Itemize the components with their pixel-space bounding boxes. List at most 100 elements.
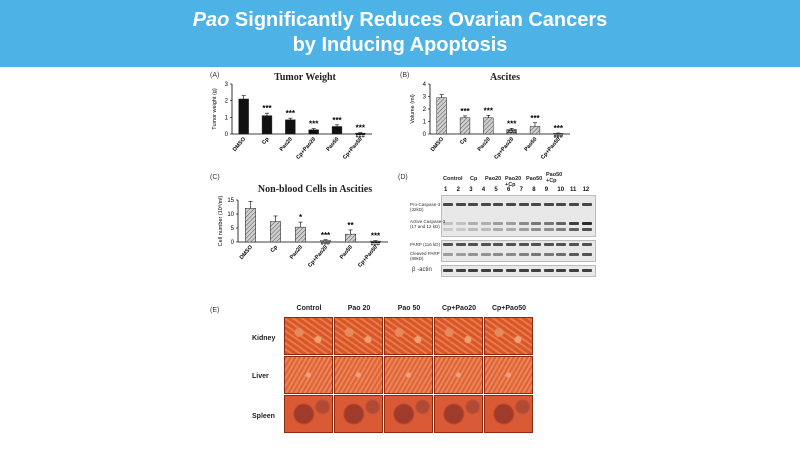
- active-caspase-band-low: [493, 228, 504, 231]
- lane-number: 8: [532, 187, 536, 193]
- lane-number: 2: [456, 187, 460, 193]
- lane-number: 12: [582, 187, 590, 193]
- significance-label: ***: [321, 231, 331, 240]
- y-tick-label: 3: [423, 95, 427, 101]
- bar-Pao20: [483, 117, 494, 135]
- active-caspase-band: [468, 222, 479, 225]
- actin-band: [493, 269, 504, 272]
- bar-Cp: [261, 115, 273, 135]
- active-caspase-band-low: [468, 228, 479, 231]
- pro-caspase-band: [455, 203, 466, 206]
- active-caspase-band-low: [581, 228, 592, 231]
- lane-number: 7: [519, 187, 523, 193]
- blot-group-pao50-cp: Pao50 +Cp: [546, 172, 563, 184]
- cleaved-parp-band: [480, 253, 491, 256]
- tissue-image-liver: [384, 356, 433, 394]
- parp-band: [531, 243, 542, 246]
- hist-col-pao50: Pao 50: [397, 305, 421, 312]
- bar-DMSO: [245, 208, 256, 243]
- parp-band: [543, 243, 554, 246]
- category-label: DMSO: [232, 136, 248, 153]
- active-caspase-label: Active Caspase-3 (17 and 12 kD): [410, 219, 446, 229]
- active-caspase-band-low: [556, 228, 567, 231]
- tissue-image-spleen: [284, 395, 333, 433]
- y-axis-label: Volume (ml): [410, 94, 416, 124]
- active-caspase-band-low: [518, 228, 529, 231]
- panel-a: (A) Tumor Weight 0 1 2 3 Tumor weight (g) DMS…: [210, 70, 380, 170]
- significance-label: ###: [507, 129, 516, 135]
- cleaved-parp-band: [581, 253, 592, 256]
- significance-label: ***: [460, 107, 470, 116]
- panel-d-western-blot: (D) Control Cp Pao20 Pao20 +Cp Pao50 Pao…: [398, 172, 598, 284]
- panel-label: (A): [210, 72, 220, 79]
- parp-band: [468, 243, 479, 246]
- tissue-image-liver: [434, 356, 483, 394]
- active-caspase-band: [455, 222, 466, 225]
- y-tick-label: 10: [227, 212, 234, 218]
- category-label: Cp+Pao50: [342, 136, 364, 160]
- lane-number: 3: [469, 187, 473, 193]
- tissue-image-spleen: [434, 395, 483, 433]
- significance-label: ***: [262, 104, 272, 113]
- category-label: Cp+Pao50: [540, 136, 562, 160]
- active-caspase-band: [543, 222, 554, 225]
- lane-number: 11: [570, 187, 577, 193]
- chart-title: Non-blood Cells in Ascities: [257, 184, 373, 195]
- significance-label: ***: [332, 116, 342, 125]
- parp-band: [455, 243, 466, 246]
- significance-label: **: [347, 221, 354, 230]
- active-caspase-band-low: [543, 228, 554, 231]
- pro-caspase-band: [443, 203, 453, 206]
- y-axis-label: Tumor weight (g): [212, 88, 218, 130]
- significance-label: *: [299, 213, 303, 222]
- tissue-image-kidney: [434, 317, 483, 355]
- bar-Pao50: [345, 233, 356, 243]
- parp-band: [506, 243, 516, 246]
- pro-caspase-band: [518, 203, 529, 206]
- cleaved-parp-band: [556, 253, 567, 256]
- significance-label: ***: [530, 114, 540, 123]
- lane-number: 9: [544, 187, 549, 193]
- cleaved-parp-band: [569, 253, 579, 256]
- y-tick-label: 15: [227, 198, 234, 204]
- actin-band: [531, 269, 542, 272]
- slide-title-line2: by Inducing Apoptosis: [292, 34, 508, 56]
- active-caspase-band: [506, 222, 516, 225]
- active-caspase-band: [581, 222, 592, 225]
- title-banner: Pao Significantly Reduces Ovarian Cancer…: [0, 0, 800, 67]
- actin-label: β -actin: [412, 267, 432, 273]
- category-label: Cp+Pao20: [493, 136, 515, 160]
- y-tick-label: 5: [231, 226, 235, 232]
- category-label: DMSO: [239, 244, 255, 261]
- y-tick-label: 3: [225, 82, 229, 88]
- active-caspase-band-low: [443, 228, 453, 231]
- pro-caspase-band: [581, 203, 592, 206]
- panel-c: (C) Non-blood Cells in Ascities 0 5 10 15 Ce…: [210, 172, 395, 282]
- y-tick-label: 2: [225, 99, 229, 105]
- lane-number: 6: [507, 187, 511, 193]
- significance-label: ***: [554, 124, 564, 133]
- category-label: Pao20: [289, 244, 304, 260]
- y-tick-label: 0: [225, 132, 229, 138]
- actin-band: [468, 269, 479, 272]
- significance-label: ***: [286, 109, 296, 118]
- active-caspase-band: [569, 222, 579, 225]
- cleaved-parp-label: Cleaved PARP (89kD): [410, 251, 440, 261]
- blot-group-control: Control: [443, 176, 463, 182]
- tissue-image-spleen: [384, 395, 433, 433]
- actin-band: [480, 269, 491, 272]
- y-tick-label: 2: [423, 107, 427, 113]
- tissue-image-liver: [284, 356, 333, 394]
- actin-band: [556, 269, 567, 272]
- active-caspase-band: [443, 222, 453, 225]
- blot-group-pao20-cp: Pao20 +Cp: [505, 176, 522, 188]
- active-caspase-band-low: [480, 228, 491, 231]
- category-label: Cp+Pao20: [307, 244, 329, 268]
- tissue-image-spleen: [484, 395, 533, 433]
- y-axis-label: Cell number (10⁸/ml): [217, 196, 224, 247]
- significance-label: ***: [484, 106, 494, 115]
- tissue-image-liver: [334, 356, 383, 394]
- panel-label: (D): [398, 174, 408, 181]
- active-caspase-band-low: [569, 228, 579, 231]
